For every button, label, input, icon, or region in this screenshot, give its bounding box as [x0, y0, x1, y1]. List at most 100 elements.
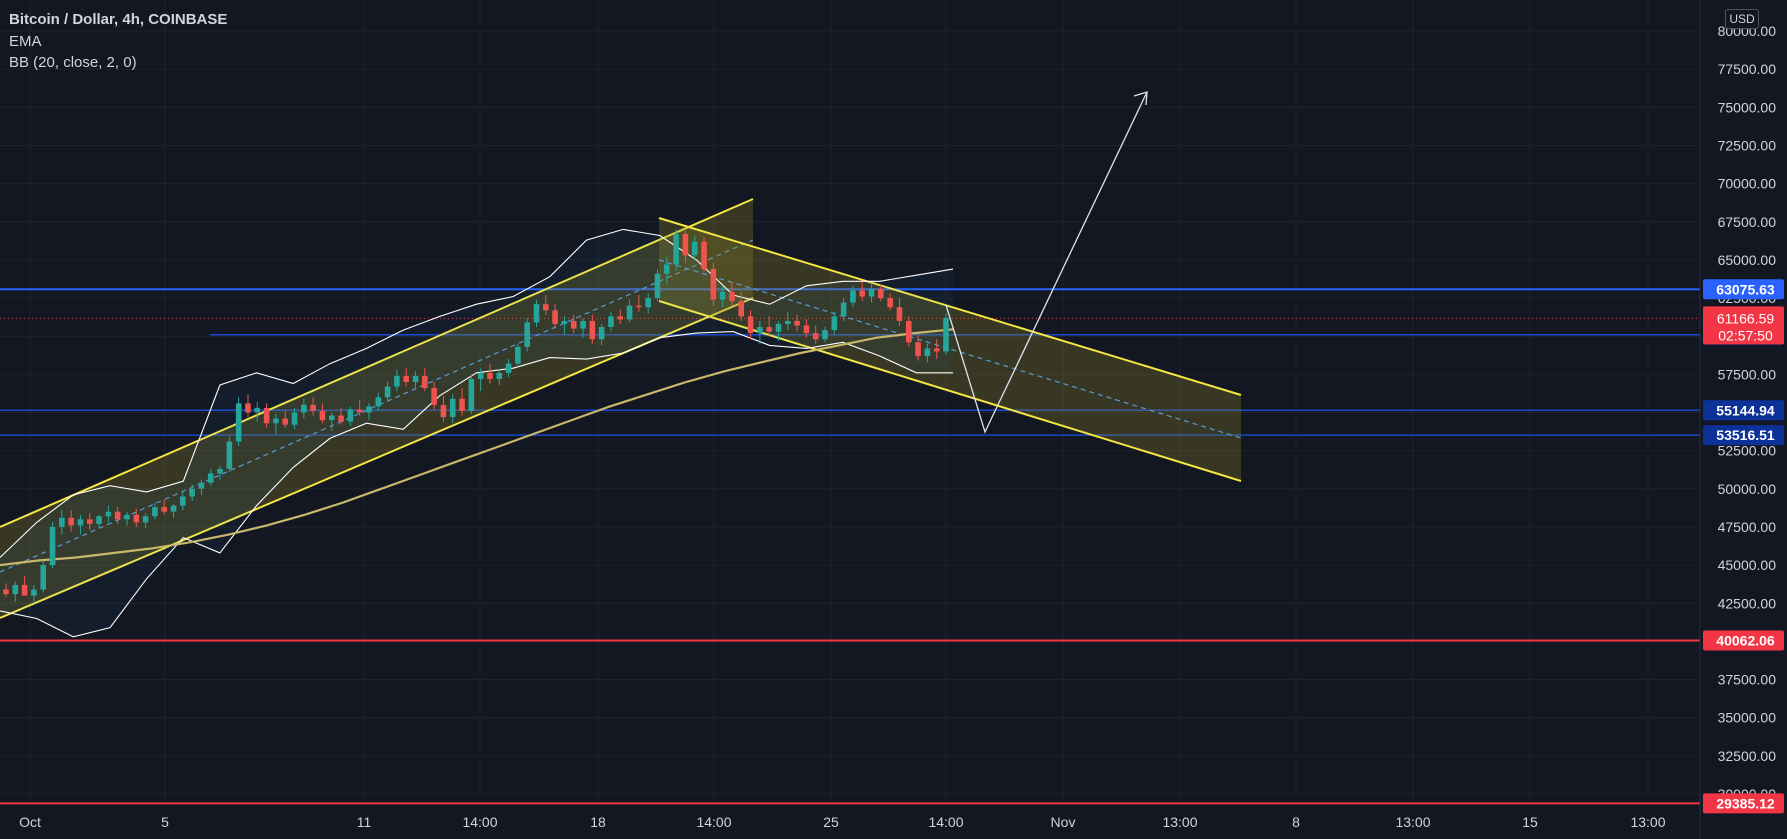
horizontal-levels[interactable] — [0, 288, 1700, 805]
candle-body — [440, 404, 447, 418]
projection-drawings[interactable] — [945, 91, 1148, 434]
candle-body — [449, 398, 456, 418]
candle-body — [729, 291, 735, 302]
time-axis[interactable]: Oct 5 11 14:00 18 14:00 25 14:00 Nov 13:00 8 13:00 1… — [19, 814, 1666, 830]
candle-body — [747, 316, 754, 334]
candle-body — [561, 320, 568, 324]
price-level-value: 40062.06 — [1716, 632, 1775, 648]
ascending-channel-upper — [0, 198, 754, 528]
candle-body — [291, 412, 298, 425]
candle-body — [543, 304, 549, 311]
candle-body — [310, 404, 316, 411]
candle-body — [915, 342, 921, 357]
price-tick-label: 70000.00 — [1718, 176, 1777, 192]
price-tick-label: 35000.00 — [1718, 710, 1777, 726]
indicators — [0, 228, 954, 638]
time-tick-label: 14:00 — [928, 814, 963, 830]
candle-body — [207, 473, 214, 483]
descending-channel-lower — [658, 300, 1242, 482]
grid — [0, 0, 1700, 803]
time-tick-label: Nov — [1051, 814, 1076, 830]
candle-body — [775, 323, 782, 332]
descending-channel-fill — [659, 218, 1241, 481]
candle-body — [701, 241, 707, 270]
candle-body — [943, 317, 949, 352]
candle-body — [598, 327, 605, 340]
candle-body — [226, 441, 233, 469]
candle-body — [552, 310, 558, 324]
projected-path — [945, 91, 1148, 434]
price-level-badge — [1703, 630, 1784, 651]
candle-body — [68, 517, 74, 526]
candle-body — [905, 320, 912, 343]
candle-body — [124, 514, 130, 520]
candle-body — [338, 415, 344, 422]
candle-body — [12, 584, 19, 595]
candle-body — [477, 372, 484, 379]
candle-body — [356, 409, 363, 413]
candle-body — [710, 269, 717, 300]
bb-indicator-label[interactable]: BB (20, close, 2, 0) — [9, 54, 137, 71]
candle-body — [626, 305, 633, 320]
candle-body — [878, 288, 884, 299]
candle-body — [515, 346, 521, 364]
candle-body — [757, 327, 763, 334]
candle-body — [933, 348, 940, 352]
candle-body — [803, 325, 810, 334]
candle-body — [831, 316, 838, 331]
price-axis[interactable]: 30000.0032500.0035000.0037500.0040000.00… — [1699, 0, 1784, 839]
candle-body — [636, 305, 642, 308]
candle-body — [505, 363, 512, 373]
price-tick-label: 32500.00 — [1718, 748, 1777, 764]
bb-upper-line — [0, 228, 954, 558]
candle-body — [180, 496, 186, 506]
candle-body — [31, 589, 37, 596]
time-tick-label: 14:00 — [696, 814, 731, 830]
candle-body — [673, 233, 679, 265]
time-tick-label: 15 — [1522, 814, 1538, 830]
candle-body — [617, 316, 624, 320]
candle-body — [412, 375, 419, 382]
candle-body — [105, 511, 112, 517]
candle-body — [794, 320, 800, 326]
candle-body — [3, 589, 9, 595]
candle-body — [645, 298, 651, 308]
currency-button[interactable]: USD — [1725, 9, 1759, 29]
time-tick-label: 18 — [590, 814, 606, 830]
candles — [3, 229, 949, 604]
candle-body — [217, 468, 223, 474]
candle-body — [263, 407, 270, 424]
price-level-badge — [1703, 400, 1784, 421]
price-level-value: 63075.63 — [1716, 281, 1775, 297]
candle-body — [347, 409, 354, 422]
symbol-title[interactable]: Bitcoin / Dollar, 4h, COINBASE — [9, 11, 228, 28]
candle-body — [170, 505, 177, 512]
time-tick-label: 5 — [161, 814, 169, 830]
candle-body — [589, 320, 596, 340]
time-tick-label: 11 — [357, 814, 372, 830]
candle-body — [384, 386, 391, 398]
candle-body — [840, 302, 847, 317]
candle-body — [524, 322, 530, 347]
candle-body — [133, 514, 140, 523]
time-tick-label: 8 — [1292, 814, 1300, 830]
candle-body — [403, 375, 409, 382]
candle-body — [784, 320, 791, 324]
candle-body — [459, 398, 465, 411]
price-tick-label: 52500.00 — [1718, 443, 1777, 459]
price-tick-label: 37500.00 — [1718, 672, 1777, 688]
candle-body — [468, 378, 475, 411]
ema-indicator-label[interactable]: EMA — [9, 32, 42, 50]
price-level-value: 29385.12 — [1716, 795, 1775, 811]
candle-body — [664, 264, 670, 274]
drawings[interactable] — [0, 198, 1242, 619]
candle-body — [282, 418, 288, 425]
time-tick-label: 13:00 — [1395, 814, 1430, 830]
time-tick-label: 13:00 — [1162, 814, 1197, 830]
candle-body — [850, 290, 856, 303]
candle-body — [245, 403, 251, 413]
candle-body — [738, 301, 745, 317]
candle-body — [152, 507, 158, 517]
price-tick-label: 50000.00 — [1718, 481, 1777, 497]
